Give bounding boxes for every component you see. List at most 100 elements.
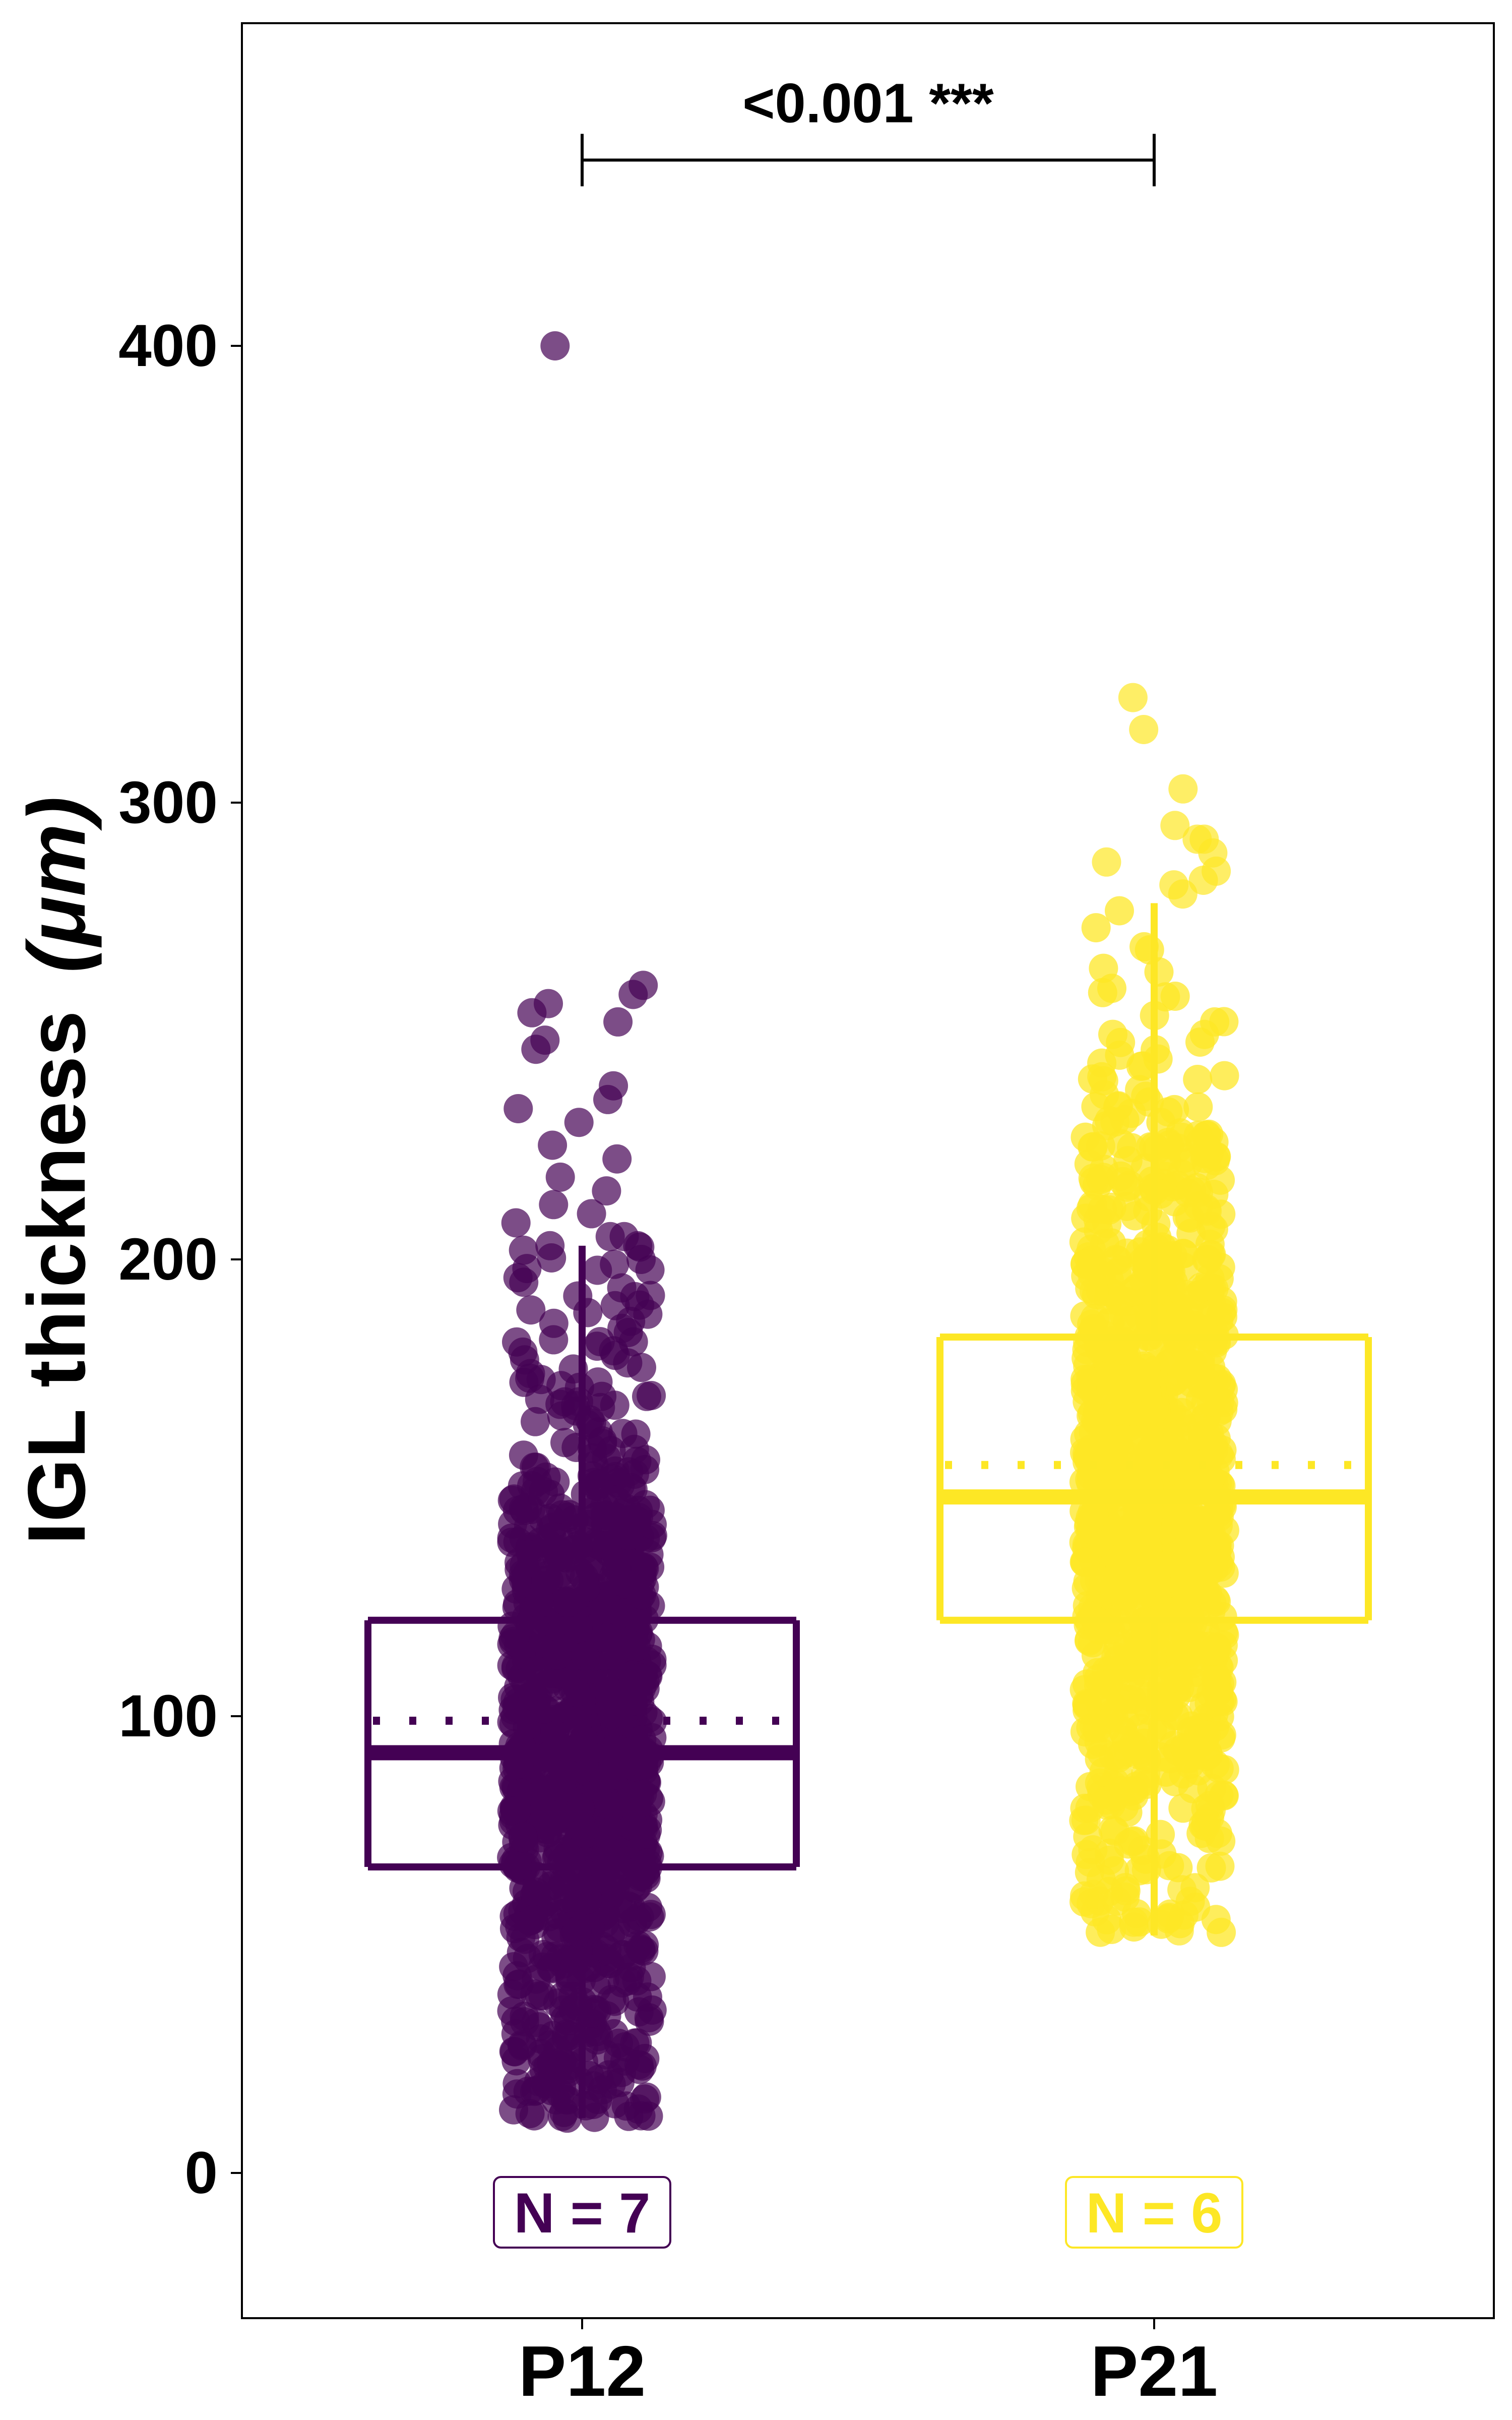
data-point (1144, 957, 1174, 987)
data-point (518, 1905, 548, 1934)
data-point (1103, 1396, 1132, 1426)
data-point (1153, 1097, 1183, 1127)
outlier-point (564, 1108, 594, 1137)
outlier-point (515, 2099, 545, 2129)
data-point (532, 1942, 562, 1971)
n-label: N = 6 (1086, 2182, 1223, 2245)
outlier-point (539, 1308, 569, 1338)
data-point (1183, 1065, 1213, 1094)
outlier-point (1167, 1875, 1197, 1905)
data-point (1094, 1670, 1123, 1699)
outlier-point (577, 1199, 606, 1229)
data-point (600, 1390, 629, 1420)
data-point (630, 1674, 660, 1704)
data-point (1078, 1164, 1108, 1193)
outlier-point (607, 2058, 637, 2087)
data-point (589, 1765, 619, 1794)
data-point (563, 1706, 593, 1735)
data-point (1116, 1663, 1146, 1692)
n-label-box (1065, 2176, 1243, 2249)
outlier-point (545, 1162, 575, 1192)
outlier-point (563, 1281, 593, 1311)
outlier-point (578, 2090, 608, 2120)
data-point (1200, 1007, 1230, 1037)
data-point (590, 1856, 620, 1886)
data-point (1114, 1531, 1144, 1560)
data-point (1079, 1499, 1109, 1529)
data-point (1131, 1354, 1161, 1383)
data-point (597, 1700, 627, 1729)
data-point (546, 1772, 576, 1802)
n-label-box (493, 2176, 671, 2249)
data-point (1126, 1052, 1156, 1081)
data-point (524, 1588, 554, 1618)
data-point (497, 1796, 527, 1826)
data-point (1183, 1092, 1213, 1122)
data-point (635, 2007, 664, 2036)
data-point (1195, 1463, 1225, 1493)
data-point (571, 1953, 601, 1983)
n-labels-layer: N = 7 N = 6 (493, 2176, 1243, 2249)
y-tick-label: 400 (118, 313, 218, 379)
data-point (499, 2037, 529, 2066)
data-point (545, 1800, 575, 1830)
outlier-point (517, 998, 547, 1027)
data-point (1080, 1276, 1109, 1306)
y-axis-title-main: IGL thickness (11, 1011, 102, 1545)
outlier-point (524, 2067, 553, 2096)
data-point (608, 1419, 638, 1448)
outlier-point (602, 1144, 632, 1174)
data-point (1072, 1574, 1101, 1603)
data-point (1082, 1714, 1112, 1743)
data-point (1089, 1757, 1119, 1787)
data-point (1188, 1421, 1218, 1450)
outlier-point (521, 1035, 551, 1064)
data-point (589, 1593, 618, 1622)
data-point (1098, 1019, 1127, 1049)
data-point (1185, 1027, 1215, 1057)
data-point (1072, 1689, 1102, 1719)
data-point (1184, 1563, 1214, 1593)
outlier-point (524, 2012, 553, 2042)
data-point (1186, 1272, 1216, 1302)
data-point (1110, 1706, 1140, 1735)
data-point (633, 1848, 662, 1878)
outlier-point (1164, 1916, 1194, 1946)
data-point (543, 1640, 573, 1670)
outlier-point (599, 1336, 628, 1366)
data-point (617, 1941, 647, 1971)
data-point (518, 1680, 547, 1710)
data-point (1118, 1425, 1148, 1455)
boxes-layer (364, 903, 1372, 2119)
data-point (497, 1979, 527, 2009)
data-point (598, 1566, 628, 1596)
outlier-point (1188, 866, 1218, 895)
outlier-point (538, 1130, 568, 1160)
data-point (516, 1295, 546, 1325)
y-tick-label: 200 (118, 1226, 218, 1293)
data-point (1158, 1267, 1188, 1297)
data-point (1199, 1127, 1229, 1157)
data-point (1070, 1793, 1100, 1823)
data-point (514, 1511, 543, 1541)
data-point (619, 1792, 649, 1822)
data-point (1081, 913, 1111, 943)
data-point (1124, 1856, 1154, 1886)
data-point (1208, 1295, 1238, 1325)
data-point (635, 1902, 664, 1932)
outlier-point (1160, 811, 1190, 840)
data-point (508, 1823, 538, 1852)
data-point (583, 1255, 612, 1285)
outlier-point (501, 1208, 531, 1238)
data-point (1090, 1080, 1119, 1110)
data-point (1070, 1364, 1100, 1394)
data-point (1160, 982, 1190, 1011)
data-point (1089, 953, 1118, 983)
data-point (583, 1491, 612, 1521)
outlier-point (540, 331, 570, 360)
data-point (501, 2007, 531, 2036)
data-point (1196, 1796, 1226, 1826)
outlier-point (1168, 879, 1198, 909)
data-point (516, 1534, 545, 1564)
